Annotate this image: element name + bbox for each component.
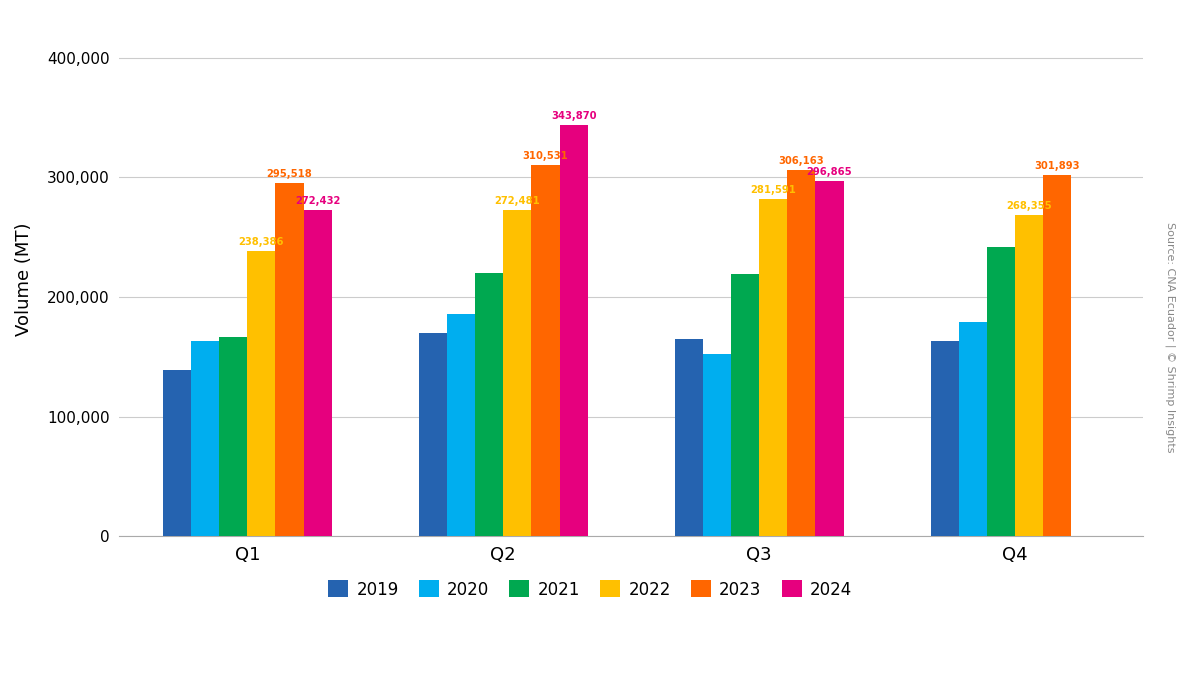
Bar xyxy=(760,199,787,537)
Bar xyxy=(304,211,331,537)
Legend: 2019, 2020, 2021, 2022, 2023, 2024: 2019, 2020, 2021, 2022, 2023, 2024 xyxy=(322,574,859,605)
Text: 281,591: 281,591 xyxy=(750,185,796,195)
Text: 268,355: 268,355 xyxy=(1007,201,1052,211)
Text: 306,163: 306,163 xyxy=(779,156,824,166)
Text: 310,531: 310,531 xyxy=(522,151,569,161)
Bar xyxy=(247,251,276,537)
Y-axis label: Volume (MT): Volume (MT) xyxy=(14,222,34,335)
Bar xyxy=(1015,215,1043,537)
Bar xyxy=(703,354,731,537)
Text: 343,870: 343,870 xyxy=(551,111,596,121)
Text: 296,865: 296,865 xyxy=(806,167,852,177)
Bar xyxy=(191,342,220,537)
Bar xyxy=(475,273,503,537)
Text: 272,432: 272,432 xyxy=(295,196,341,206)
Bar xyxy=(816,181,844,537)
Text: 301,893: 301,893 xyxy=(1034,161,1080,171)
Bar xyxy=(446,314,475,537)
Bar xyxy=(674,339,703,537)
Bar xyxy=(419,333,446,537)
Text: Source: CNA Ecuador | © Shrimp Insights: Source: CNA Ecuador | © Shrimp Insights xyxy=(1165,222,1175,453)
Bar xyxy=(731,274,760,537)
Text: 238,386: 238,386 xyxy=(239,237,284,247)
Bar xyxy=(787,170,816,537)
Bar xyxy=(220,337,247,537)
Bar xyxy=(163,370,191,537)
Bar xyxy=(986,247,1015,537)
Bar xyxy=(930,342,959,537)
Bar xyxy=(559,125,588,537)
Bar xyxy=(276,183,304,537)
Bar xyxy=(532,165,559,537)
Bar xyxy=(959,322,986,537)
Text: 272,481: 272,481 xyxy=(494,196,540,206)
Text: 295,518: 295,518 xyxy=(266,169,312,178)
Bar xyxy=(503,211,532,537)
Bar xyxy=(1043,175,1072,537)
